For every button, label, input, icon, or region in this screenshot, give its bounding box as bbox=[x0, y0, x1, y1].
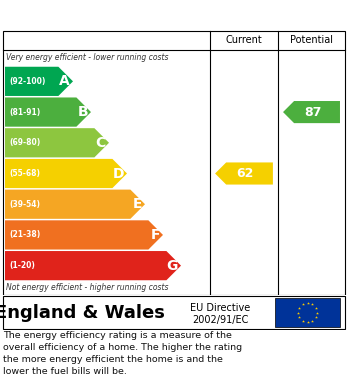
Text: C: C bbox=[96, 136, 106, 150]
Text: (55-68): (55-68) bbox=[9, 169, 40, 178]
Text: D: D bbox=[112, 167, 124, 181]
Polygon shape bbox=[5, 97, 91, 127]
Text: 2002/91/EC: 2002/91/EC bbox=[192, 314, 248, 325]
Text: 87: 87 bbox=[304, 106, 321, 118]
Text: (21-38): (21-38) bbox=[9, 230, 40, 239]
Text: Current: Current bbox=[226, 35, 262, 45]
Polygon shape bbox=[5, 159, 127, 188]
Text: (81-91): (81-91) bbox=[9, 108, 40, 117]
Text: (69-80): (69-80) bbox=[9, 138, 40, 147]
Text: (1-20): (1-20) bbox=[9, 261, 35, 270]
Text: Energy Efficiency Rating: Energy Efficiency Rating bbox=[69, 7, 279, 23]
Polygon shape bbox=[283, 101, 340, 123]
Text: A: A bbox=[59, 74, 70, 88]
Polygon shape bbox=[5, 220, 163, 249]
Text: E: E bbox=[133, 197, 142, 211]
Text: F: F bbox=[150, 228, 160, 242]
Text: The energy efficiency rating is a measure of the
overall efficiency of a home. T: The energy efficiency rating is a measur… bbox=[3, 331, 242, 376]
Text: Not energy efficient - higher running costs: Not energy efficient - higher running co… bbox=[6, 283, 168, 292]
Text: B: B bbox=[77, 105, 88, 119]
Text: (39-54): (39-54) bbox=[9, 200, 40, 209]
Text: G: G bbox=[167, 258, 178, 273]
Text: Very energy efficient - lower running costs: Very energy efficient - lower running co… bbox=[6, 54, 168, 63]
Text: EU Directive: EU Directive bbox=[190, 303, 250, 313]
Text: Potential: Potential bbox=[290, 35, 333, 45]
Polygon shape bbox=[5, 67, 73, 96]
Polygon shape bbox=[5, 128, 109, 158]
Polygon shape bbox=[5, 190, 145, 219]
Text: (92-100): (92-100) bbox=[9, 77, 45, 86]
Text: England & Wales: England & Wales bbox=[0, 303, 165, 321]
Text: 62: 62 bbox=[236, 167, 254, 180]
Polygon shape bbox=[215, 162, 273, 185]
Bar bbox=[275, 298, 340, 327]
Polygon shape bbox=[5, 251, 181, 280]
